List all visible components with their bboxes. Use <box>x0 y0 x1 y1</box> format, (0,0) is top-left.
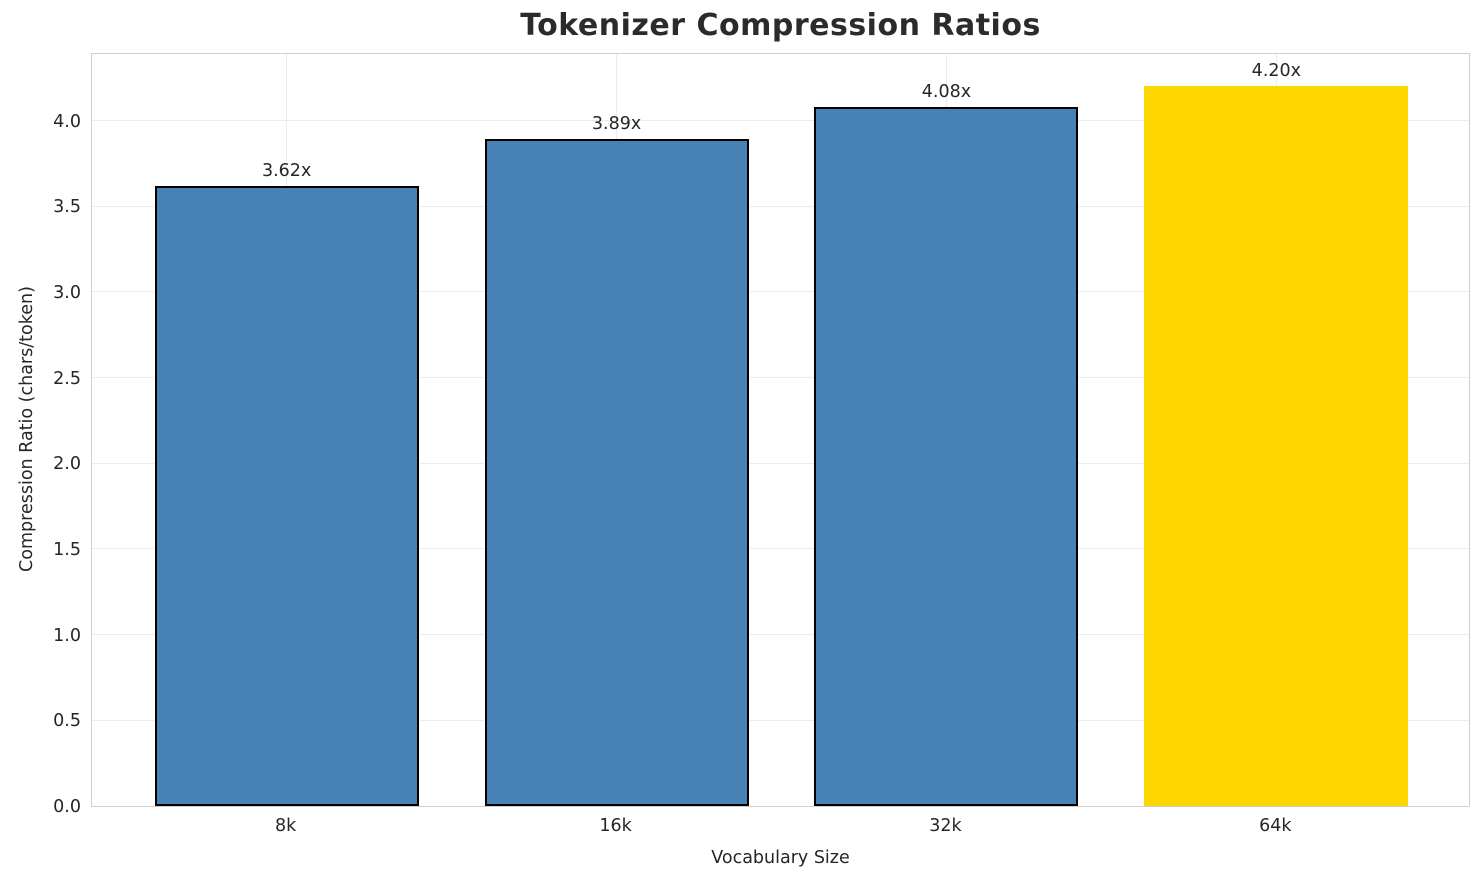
bar-value-label: 4.20x <box>1251 61 1302 82</box>
bar-32k <box>814 106 1079 806</box>
x-tick-label: 32k <box>929 816 962 836</box>
h-gridline <box>92 462 1469 464</box>
h-gridline <box>92 634 1469 636</box>
y-tick-label: 1.0 <box>53 625 81 646</box>
y-axis-title: Compression Ratio (chars/token) <box>17 286 37 572</box>
y-tick-label: 3.5 <box>53 197 81 218</box>
y-tick-label: 1.5 <box>53 539 81 560</box>
bar-16k <box>484 139 749 806</box>
bar-value-label: 4.08x <box>921 81 972 102</box>
y-tick-label: 2.0 <box>53 454 81 475</box>
x-axis-title: Vocabulary Size <box>711 848 850 868</box>
bar-value-label: 3.89x <box>591 114 642 135</box>
h-gridline <box>92 548 1469 550</box>
y-tick-label: 3.0 <box>53 282 81 303</box>
x-tick-label: 16k <box>599 816 632 836</box>
x-tick-label: 8k <box>275 816 297 836</box>
h-gridline <box>92 719 1469 721</box>
h-gridline <box>92 120 1469 122</box>
x-tick-label: 64k <box>1259 816 1292 836</box>
y-tick-label: 4.0 <box>53 111 81 132</box>
y-tick-label: 0.5 <box>53 711 81 732</box>
plot-area: 3.62x 3.89x 4.08x 4.20x <box>91 53 1470 807</box>
y-tick-label: 2.5 <box>53 368 81 389</box>
bar-value-label: 3.62x <box>261 160 312 181</box>
h-gridline <box>92 377 1469 379</box>
bar-8k <box>154 185 419 806</box>
bar-64k <box>1144 86 1409 806</box>
y-tick-label: 0.0 <box>53 797 81 817</box>
h-gridline <box>92 291 1469 293</box>
h-gridline <box>92 205 1469 207</box>
chart-title: Tokenizer Compression Ratios <box>520 8 1041 43</box>
